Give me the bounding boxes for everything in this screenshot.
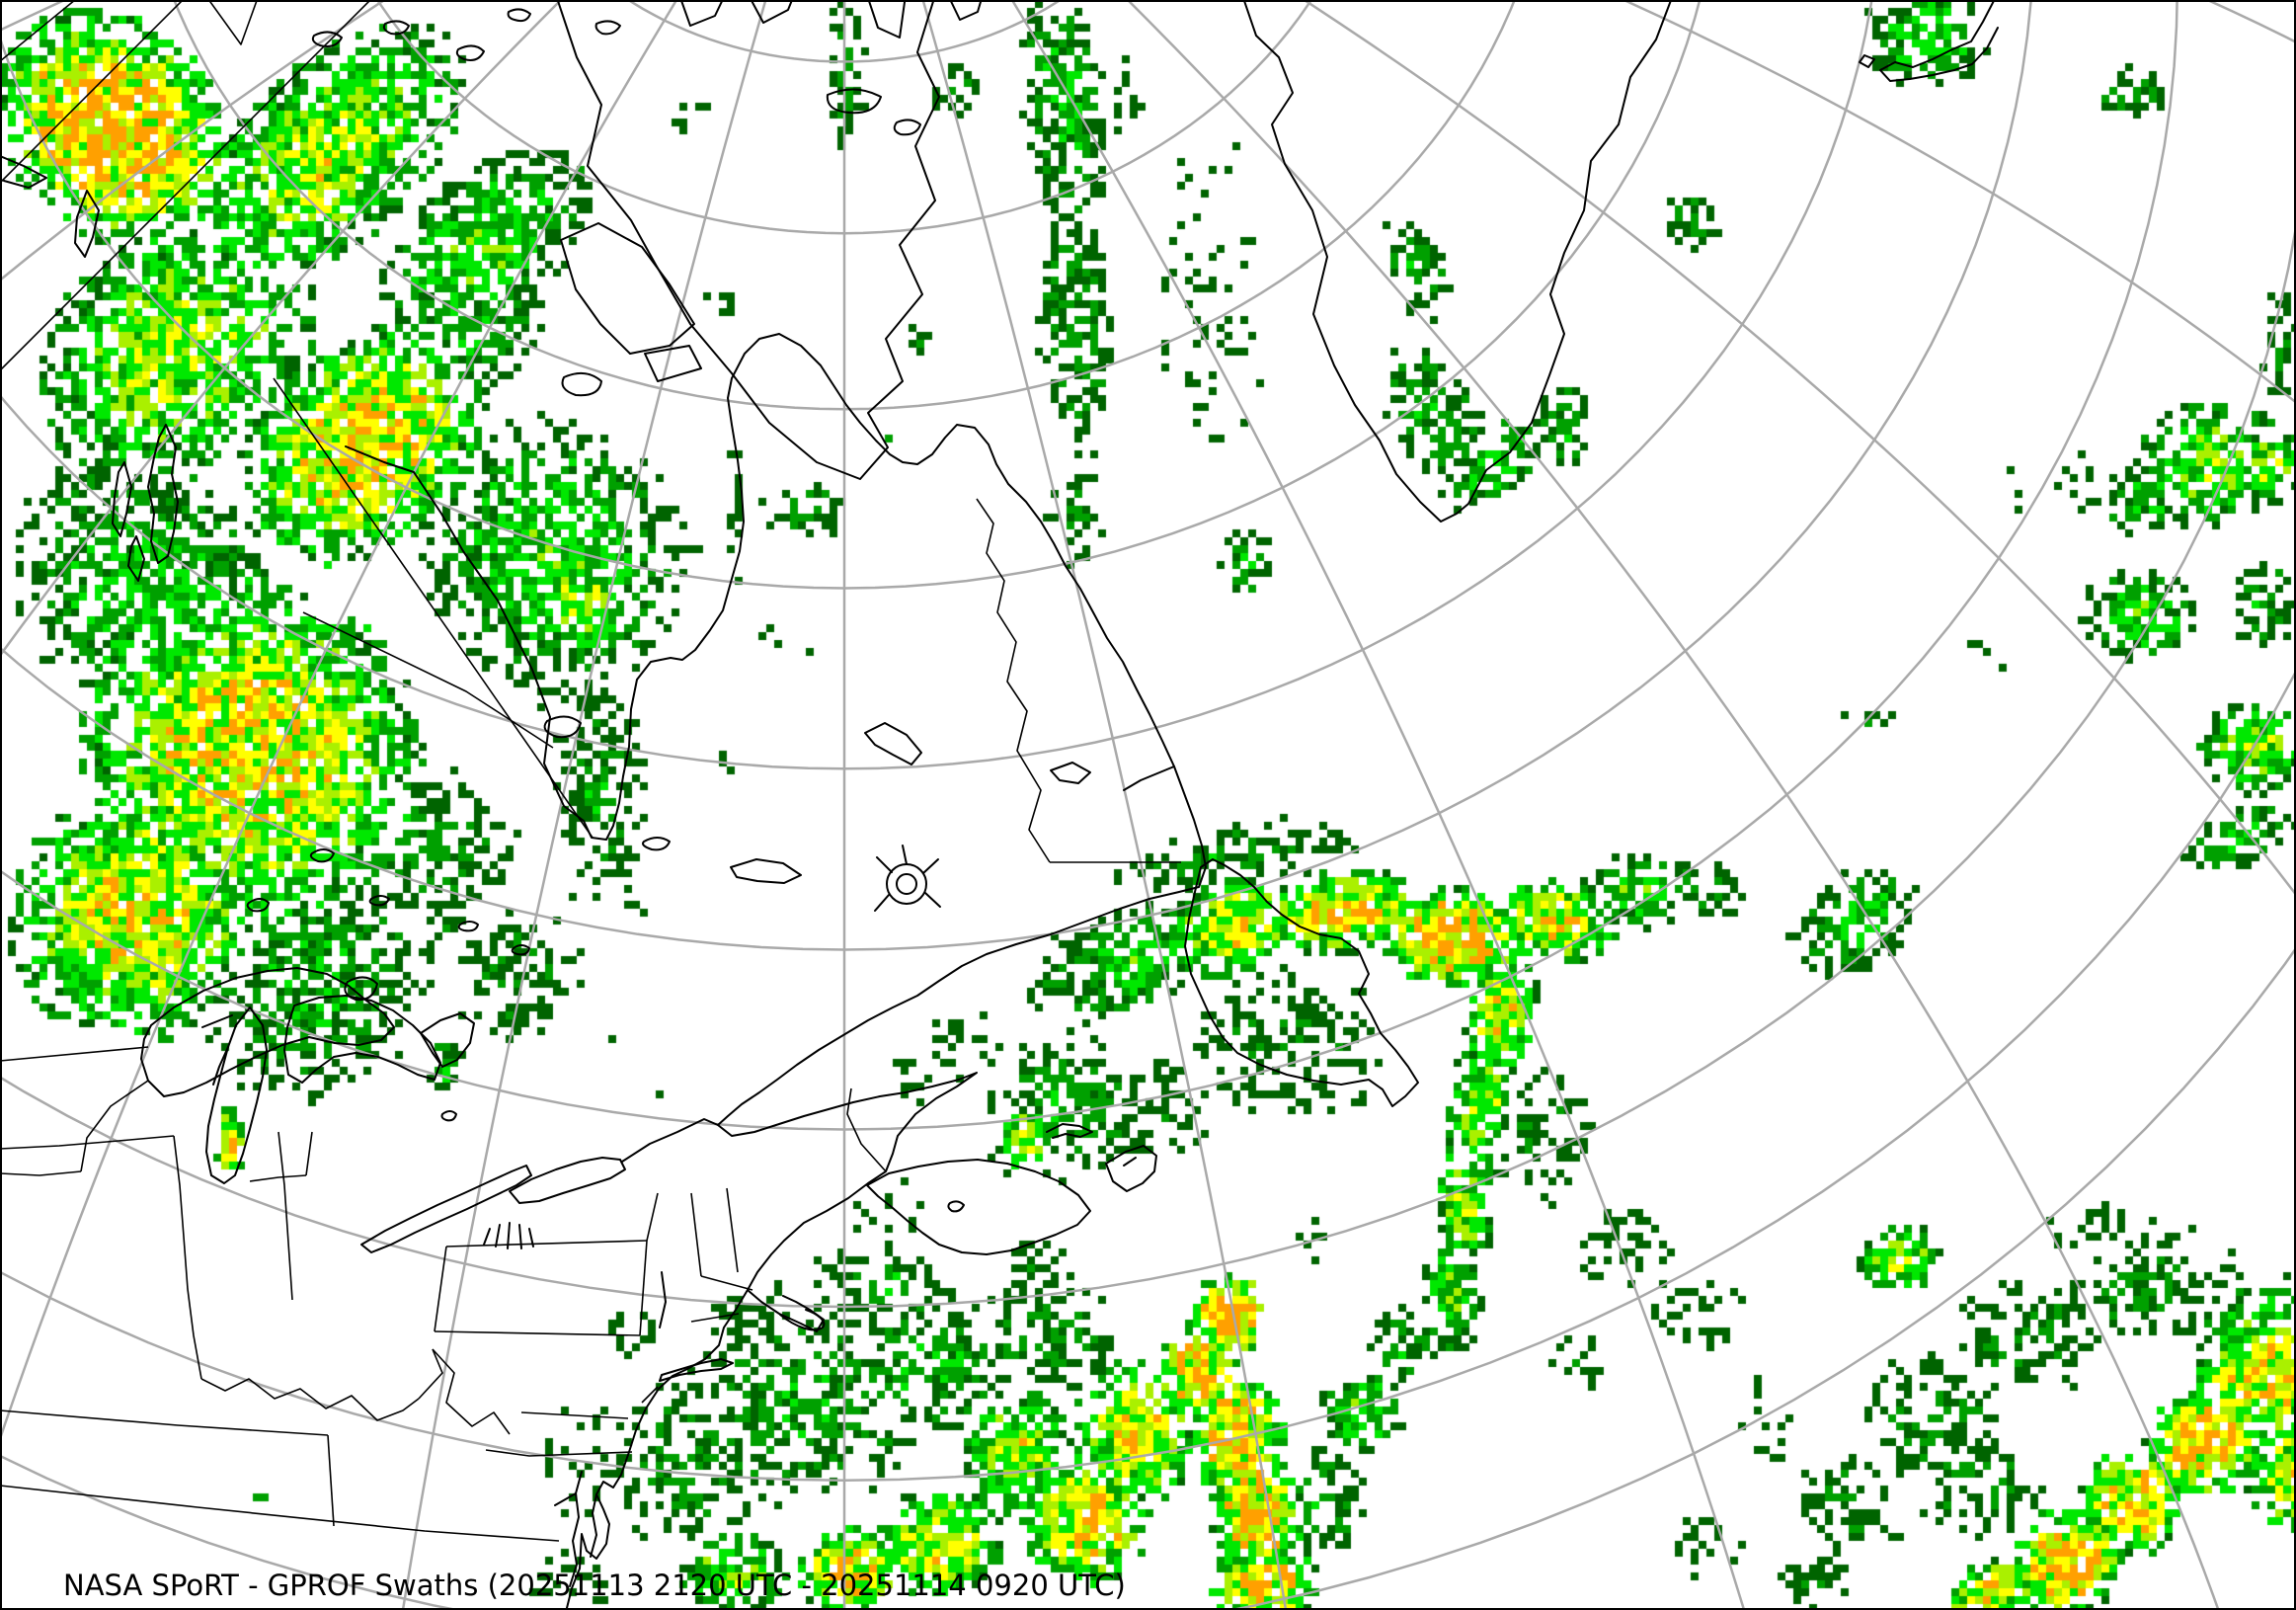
caption: NASA SPoRT - GPROF Swaths (20251113 2120… bbox=[63, 1569, 1126, 1602]
political-borders bbox=[0, 0, 1181, 1542]
coastlines bbox=[0, 0, 1999, 1609]
